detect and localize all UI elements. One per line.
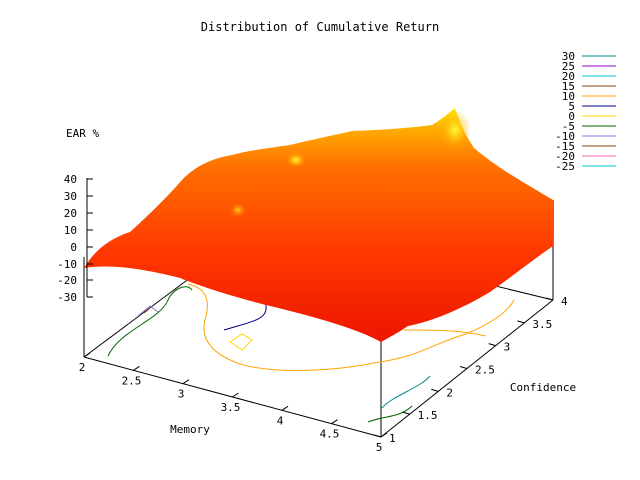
x-tick-label: 3.5 — [221, 401, 241, 414]
legend-label: 20 — [562, 70, 575, 83]
legend-label: -15 — [555, 140, 575, 153]
z-tick-label: 0 — [70, 241, 77, 254]
y-axis: 1 1.5 2 2.5 3 3.5 4 — [373, 295, 568, 445]
legend-label: 0 — [568, 110, 575, 123]
z-tick-label: -10 — [57, 258, 77, 271]
x-tick-label: 4 — [277, 414, 284, 427]
y-axis-label: Confidence — [510, 381, 576, 394]
y-tick-mark — [545, 297, 554, 301]
y-tick-mark — [373, 434, 382, 438]
legend-label: -10 — [555, 130, 575, 143]
x-tick-mark — [83, 352, 91, 358]
z-tick-label: -30 — [57, 291, 77, 304]
z-tick-label: -20 — [57, 274, 77, 287]
z-tick-label: 40 — [64, 173, 77, 186]
surface-peak-highlight-3 — [230, 203, 246, 217]
x-tick-label: 2.5 — [122, 374, 142, 387]
legend-label: 15 — [562, 80, 575, 93]
surface — [84, 108, 553, 342]
legend-label: -25 — [555, 160, 575, 173]
surface-peak-highlight-1 — [439, 110, 471, 150]
x-axis-label: Memory — [170, 423, 210, 436]
legend-label: 10 — [562, 90, 575, 103]
y-tick-mark — [488, 343, 496, 347]
legend-label: 5 — [568, 100, 575, 113]
y-tick-label: 3.5 — [532, 318, 552, 331]
z-axis-label: EAR % — [66, 127, 99, 140]
y-tick-label: 4 — [561, 295, 568, 308]
z-axis: 40 30 20 10 0 -10 -20 -30 — [57, 173, 93, 304]
z-tick-label: 30 — [64, 190, 77, 203]
x-tick-label: 5 — [376, 441, 383, 454]
surface-peak-highlight-2 — [286, 152, 306, 168]
x-tick-mark — [133, 365, 140, 371]
y-tick-label: 1 — [389, 432, 396, 445]
x-tick-label: 4.5 — [320, 428, 340, 441]
x-tick-mark — [331, 419, 338, 425]
y-tick-label: 3 — [504, 341, 511, 354]
x-tick-mark — [232, 392, 239, 398]
y-tick-label: 2 — [446, 386, 453, 399]
y-tick-mark — [402, 411, 410, 415]
y-tick-mark — [459, 366, 468, 369]
y-tick-mark — [517, 320, 525, 324]
z-tick-label: 20 — [64, 207, 77, 220]
legend-label: 25 — [562, 60, 575, 73]
x-tick-mark — [281, 405, 289, 411]
legend-label: -5 — [562, 120, 575, 133]
y-tick-mark — [431, 388, 439, 392]
x-tick-label: 3 — [178, 388, 185, 401]
z-tick-label: 10 — [64, 224, 77, 237]
x-tick-mark — [182, 379, 190, 385]
y-tick-label: 1.5 — [418, 409, 438, 422]
x-tick-label: 2 — [79, 361, 86, 374]
chart-title: Distribution of Cumulative Return — [201, 20, 439, 34]
y-tick-label: 2.5 — [475, 364, 495, 377]
x-tick-mark — [380, 432, 388, 438]
legend-label: 30 — [562, 50, 575, 63]
x-axis: 2 2.5 3 3.5 4 4.5 5 — [79, 352, 388, 454]
legend-label: -20 — [555, 150, 575, 163]
